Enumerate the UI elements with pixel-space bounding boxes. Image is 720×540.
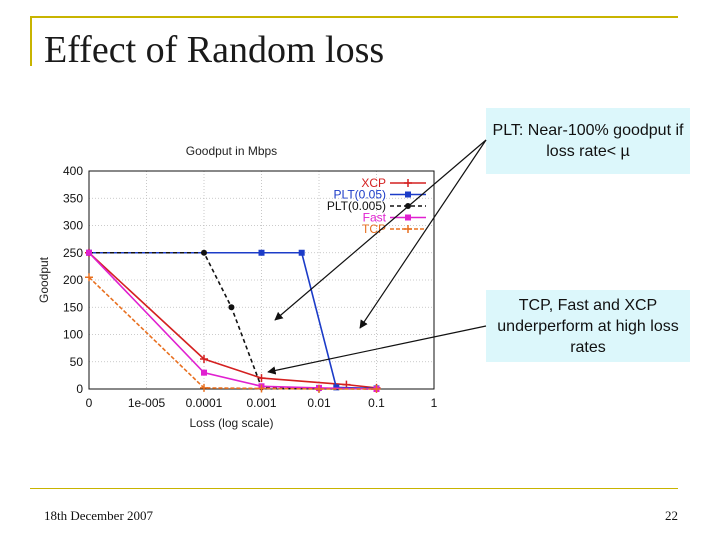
data-point [200, 383, 208, 392]
y-tick-label: 350 [63, 191, 83, 205]
footer-date: 18th December 2007 [44, 508, 154, 523]
data-point [404, 179, 412, 187]
frame-left-rule [30, 16, 32, 66]
series-line [88, 276, 377, 390]
data-point [200, 355, 208, 364]
data-point [372, 385, 381, 393]
series-line [89, 251, 377, 390]
page-number: 22 [665, 508, 678, 523]
x-tick-label: 1e-005 [128, 396, 166, 410]
x-tick-label: 0.001 [246, 396, 276, 410]
y-tick-label: 50 [70, 355, 84, 369]
y-tick-label: 400 [63, 164, 83, 178]
goodput-chart: 0 50 100 150 200 250 300 350 400 0 1e-005 0.0001 0.0… [37, 144, 438, 430]
data-point [258, 249, 265, 256]
data-point [257, 374, 266, 383]
y-tick-label: 300 [63, 219, 83, 233]
x-tick-label: 0 [86, 396, 93, 410]
data-point [201, 369, 207, 376]
series-lines [85, 248, 381, 393]
legend-label: TCP [362, 222, 386, 236]
y-axis-title: Goodput [37, 256, 51, 303]
series-tcp [85, 273, 381, 393]
frame-bottom-rule [30, 488, 678, 489]
series-plt-0-05- [86, 249, 380, 392]
data-point [86, 249, 92, 256]
callout-plt: PLT: Near-100% goodput if loss rate< µ [486, 108, 690, 174]
y-tick-label: 150 [63, 300, 83, 314]
y-tick-label: 0 [76, 382, 83, 396]
data-point [405, 191, 411, 198]
tick-labels: 0 50 100 150 200 250 300 350 400 0 1e-005 0.0001 0.0… [63, 164, 438, 410]
x-tick-label: 0.0001 [186, 396, 223, 410]
data-point [333, 384, 340, 391]
data-point [201, 249, 207, 256]
series-line [88, 252, 377, 389]
frame-top-rule [30, 16, 678, 18]
data-point [405, 214, 411, 221]
data-point [405, 203, 411, 209]
series-plt-0-005- [86, 249, 380, 392]
data-point [85, 273, 93, 282]
data-point [298, 249, 305, 256]
data-point [404, 225, 412, 233]
series-xcp [85, 248, 381, 392]
x-tick-label: 1 [431, 396, 438, 410]
callout-plt-text: PLT: Near-100% goodput if loss rate< µ [492, 122, 684, 160]
y-tick-label: 250 [63, 246, 83, 260]
series-fast [86, 249, 380, 392]
chart-title: Goodput in Mbps [186, 144, 277, 158]
callout-underperform-text: TCP, Fast and XCP underperform at high l… [497, 296, 679, 356]
slide-title: Effect of Random loss [44, 29, 385, 71]
data-point [228, 304, 235, 311]
x-tick-label: 0.1 [368, 396, 385, 410]
data-point [315, 385, 323, 393]
x-tick-label: 0.01 [307, 396, 331, 410]
y-tick-label: 200 [63, 273, 83, 287]
x-axis-title: Loss (log scale) [189, 416, 273, 430]
callout-underperform: TCP, Fast and XCP underperform at high l… [486, 290, 690, 362]
data-point [257, 384, 266, 393]
y-tick-label: 100 [63, 328, 83, 342]
